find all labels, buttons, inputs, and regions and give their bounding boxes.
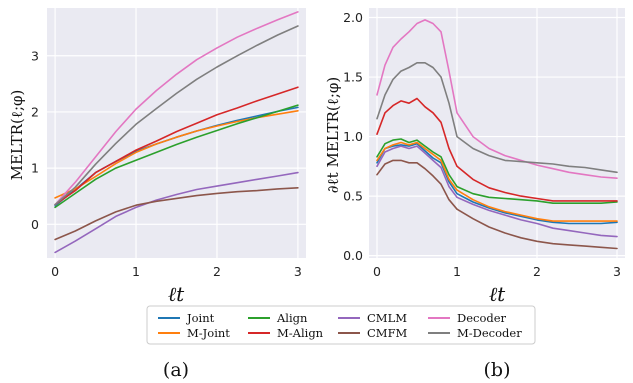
legend-item-m-decoder: M-Decoder: [428, 326, 522, 340]
plot-area: [369, 8, 625, 258]
panel-label: (b): [484, 359, 511, 381]
x-tick-label: 0: [373, 264, 381, 279]
legend-label: Joint: [186, 311, 215, 325]
series-line-cmfm: [54, 187, 299, 241]
series-line-align: [54, 104, 299, 209]
series-line-decoder: [376, 19, 618, 179]
series-line-m-align: [376, 97, 618, 202]
y-tick-label: 1: [31, 161, 39, 176]
x-tick-label: 0: [51, 264, 59, 279]
y-tick-label: 2.0: [343, 10, 363, 25]
legend-label: CMFM: [367, 326, 408, 340]
series-line-m-joint: [376, 141, 618, 222]
legend-label: M-Joint: [187, 326, 230, 340]
series-line-joint: [376, 142, 618, 225]
legend-item-m-align: M-Align: [248, 326, 324, 340]
series-line-decoder: [54, 11, 299, 206]
legend-item-decoder: Decoder: [428, 311, 507, 325]
y-axis-label: ∂ℓt MELTR(ℓ;φ): [324, 77, 342, 194]
x-tick-label: 1: [453, 264, 461, 279]
series-line-m-decoder: [54, 25, 299, 206]
legend-item-align: Align: [248, 311, 308, 325]
y-tick-label: 2: [31, 104, 39, 119]
legend-label: CMLM: [367, 311, 407, 325]
series-line-cmlm: [54, 171, 299, 254]
legend-label: M-Decoder: [457, 326, 522, 340]
y-tick-label: 1.0: [343, 129, 363, 144]
y-tick-label: 0.0: [343, 248, 363, 263]
y-tick-label: 1.5: [343, 70, 363, 85]
series-line-cmfm: [376, 159, 618, 250]
series-group: [54, 11, 299, 254]
legend-item-joint: Joint: [158, 311, 215, 325]
y-tick-label: 0: [31, 217, 39, 232]
legend-label: Align: [276, 311, 308, 325]
panel-label: (a): [163, 359, 189, 381]
x-tick-label: 3: [294, 264, 302, 279]
series-line-m-align: [54, 86, 299, 206]
x-tick-label: 2: [533, 264, 541, 279]
series-line-cmlm: [376, 145, 618, 238]
legend-label: M-Align: [277, 326, 324, 340]
legend-item-cmfm: CMFM: [338, 326, 408, 340]
legend-item-cmlm: CMLM: [338, 311, 407, 325]
y-axis-label: MELTR(ℓ;φ): [8, 90, 26, 181]
y-tick-label: 0.5: [343, 189, 363, 204]
legend-box: [146, 305, 536, 345]
plot-area: [47, 8, 306, 258]
y-tick-label: 3: [31, 48, 39, 63]
x-axis-label: ℓt: [168, 282, 185, 306]
legend-item-m-joint: M-Joint: [158, 326, 230, 340]
series-line-align: [376, 138, 618, 204]
x-tick-label: 2: [213, 264, 221, 279]
chart-panel-b: 0 1 2 3 0.0 0.5 1.0 1.5 2.0 ∂ℓt MELTR(ℓ;φ) ℓt (b): [324, 8, 625, 381]
x-tick-label: 3: [613, 264, 621, 279]
series-group: [376, 19, 618, 250]
series-line-m-decoder: [376, 62, 618, 174]
legend-label: Decoder: [457, 311, 507, 325]
chart-panel-a: 0 1 2 3 0 1 2 3 MELTR(ℓ;φ) ℓt (a): [8, 8, 306, 381]
x-axis-label: ℓt: [489, 282, 506, 306]
x-tick-label: 1: [132, 264, 140, 279]
